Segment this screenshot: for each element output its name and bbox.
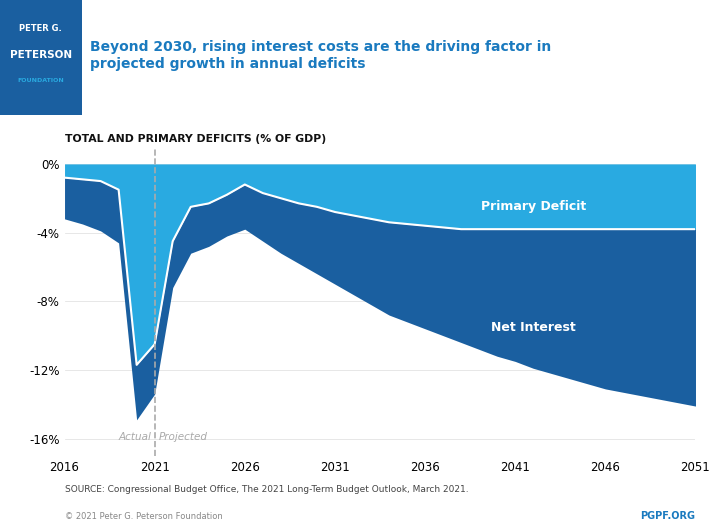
Text: FOUNDATION: FOUNDATION bbox=[17, 78, 65, 83]
Text: PETERSON: PETERSON bbox=[10, 50, 72, 60]
Bar bbox=[0, 0, 82, 115]
Text: Projected: Projected bbox=[158, 432, 207, 442]
Text: PETER G.: PETER G. bbox=[19, 24, 62, 34]
Text: PGPF.ORG: PGPF.ORG bbox=[640, 511, 695, 521]
Text: Beyond 2030, rising interest costs are the driving factor in
projected growth in: Beyond 2030, rising interest costs are t… bbox=[90, 40, 551, 71]
Text: TOTAL AND PRIMARY DEFICITS (% OF GDP): TOTAL AND PRIMARY DEFICITS (% OF GDP) bbox=[65, 134, 326, 144]
Text: SOURCE: Congressional Budget Office, The 2021 Long-Term Budget Outlook, March 20: SOURCE: Congressional Budget Office, The… bbox=[65, 485, 468, 494]
Text: Actual: Actual bbox=[118, 432, 151, 442]
Text: Primary Deficit: Primary Deficit bbox=[480, 200, 586, 213]
Text: © 2021 Peter G. Peterson Foundation: © 2021 Peter G. Peterson Foundation bbox=[65, 512, 222, 521]
Text: Net Interest: Net Interest bbox=[491, 321, 576, 334]
